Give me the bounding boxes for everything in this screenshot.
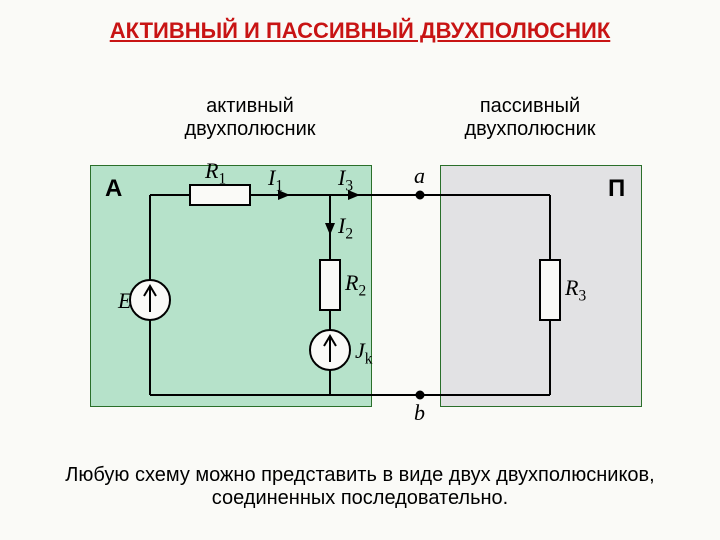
label-i3: I3 xyxy=(338,165,353,195)
label-r2: R2 xyxy=(345,270,366,300)
label-jk: Jk xyxy=(355,338,372,368)
label-e: E xyxy=(118,288,131,314)
label-i1: I1 xyxy=(268,165,283,195)
label-node-a: a xyxy=(414,163,425,189)
label-r1: R1 xyxy=(205,158,226,188)
footer-text: Любую схему можно представить в виде дву… xyxy=(50,464,670,510)
label-node-b: b xyxy=(414,400,425,426)
label-i2: I2 xyxy=(338,213,353,243)
label-r3: R3 xyxy=(565,275,586,305)
